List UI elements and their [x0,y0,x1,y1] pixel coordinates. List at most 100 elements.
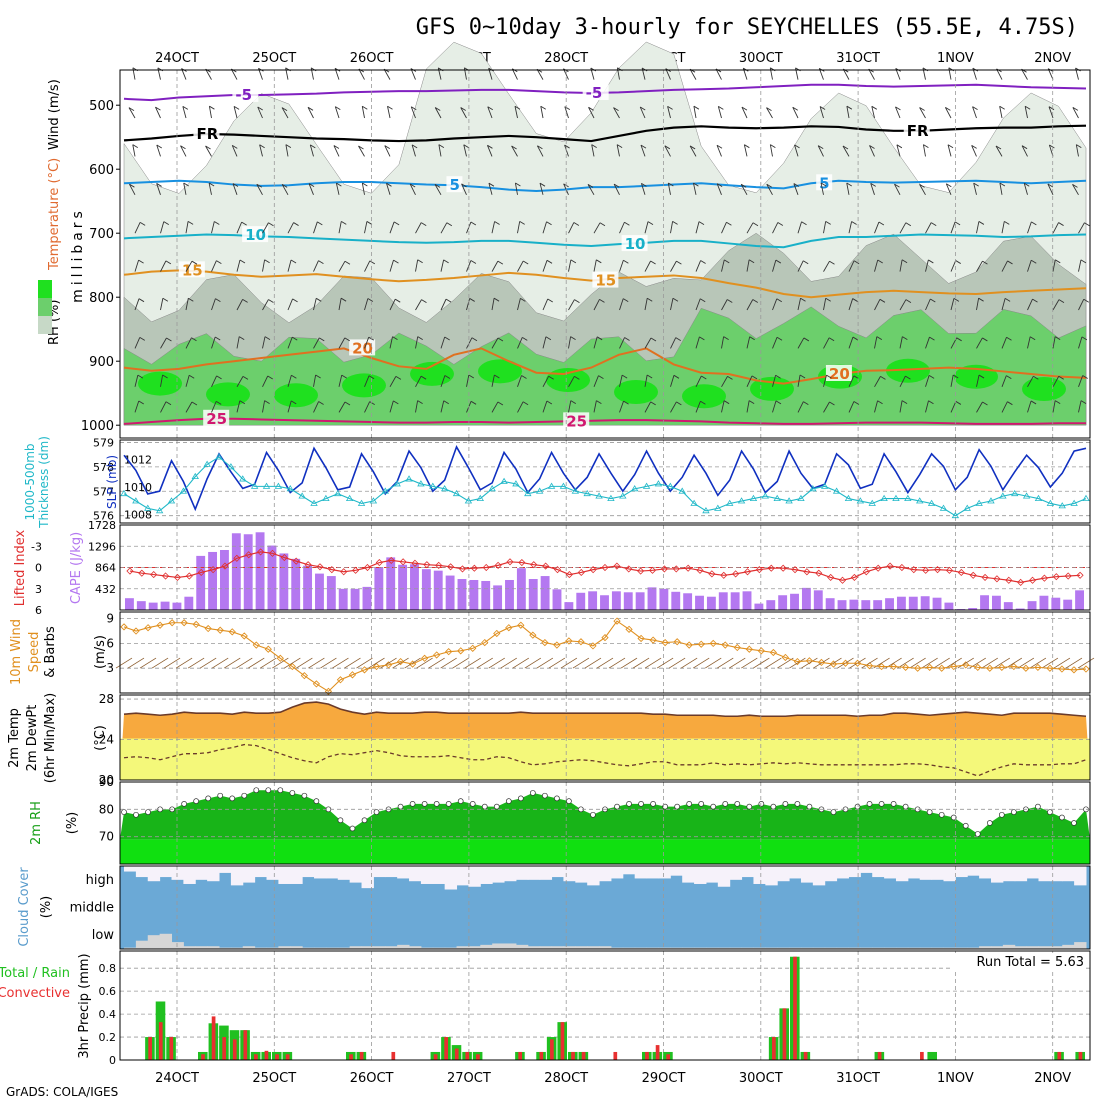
rh-point [421,801,428,807]
wind-barb-flag [470,221,477,226]
rh-point [205,795,212,802]
wind-barb-flag [162,374,168,379]
wind-barb [869,145,875,157]
wind-barb-flag [393,221,400,226]
wind-barb [769,144,773,157]
wind-barb-10m [1077,657,1095,669]
wind-barb [899,400,903,413]
ytick-wind: 6 [106,636,114,650]
wind-barb-flag [799,374,806,379]
wind-barb-flag [368,375,375,380]
dewpt-area [120,738,1090,780]
wind-barb-flag [800,297,806,302]
cloud-high-clear [325,866,339,879]
cape-bar [220,549,229,610]
ylabel-millibars: millibars [70,207,86,303]
wind-barb-flag [956,337,962,342]
panel-frame-temp2m [119,694,1091,781]
rh-point [806,803,813,810]
cloud-low-bar [480,944,493,949]
cloud-high-clear [527,866,541,880]
wind-barb [1001,298,1006,311]
wind-barb [334,106,340,119]
contour-label-bg [621,235,648,252]
cloud-low-bar [302,947,315,949]
wind-barb-flag [214,336,221,341]
rh-point [529,790,536,796]
cape-bar [481,580,491,610]
ytick-li: 6 [35,604,42,617]
wind-barb [613,183,620,196]
wind-barb [1027,400,1032,413]
wind-barb [925,259,929,272]
wind-barb-flag [522,337,528,341]
wind-barb-flag [905,222,912,227]
wind-barb [823,260,830,272]
precip-yunits: 3hr Precip (mm) [77,953,92,1058]
cape-bar [813,590,823,610]
rh-max-cell [614,380,658,405]
wind-barb-flag [672,220,678,225]
wind-barb-flag [803,337,810,342]
precip-convective-bar [232,1039,237,1060]
li-point [1005,576,1013,584]
wind-barb [743,144,748,157]
wind-barb [338,401,346,413]
precip-convective-bar [1078,1051,1083,1060]
contour-label-25: 25 [566,412,587,430]
cape-bar [160,601,170,610]
li-point [743,568,752,576]
wind-barb [364,337,370,349]
contour-label--5: -5 [586,84,603,102]
cape-bar [1051,597,1061,610]
cape-bar [730,592,740,610]
wind-barb [593,375,599,387]
wind-barb-flag [393,259,399,264]
wind-barb-10m [500,657,518,669]
wind-barb [180,145,187,157]
wind-barb [746,400,750,413]
day-label-top: 28OCT [544,51,588,66]
ytick-rh: 70 [99,830,114,844]
wind-barb-flag [878,221,885,226]
wind-barb [670,401,677,413]
ylabel-convective: Convective [0,986,70,1001]
rh-point [241,792,248,799]
wind-barb-flag [820,182,827,187]
cloud-low-bar [646,947,659,949]
thickness-point [334,489,342,497]
wind-barb-flag [494,374,500,379]
wind-barb [389,376,397,388]
day-label-top: 30OCT [739,51,783,66]
day-label-top: 24OCT [155,51,199,66]
cloud-high-clear [1014,866,1028,882]
wind-barb [823,375,827,387]
wind-barb-flag [598,375,604,380]
wind-barb-flag [1024,105,1031,110]
wind-barb-10m [356,657,373,669]
cloud-low-bar [777,947,790,949]
precip-convective-bar [264,1050,269,1060]
cape-bar [184,596,194,610]
wind-barb-flag [825,221,831,225]
wind-barb [944,107,952,119]
wind-barb [514,106,518,119]
wind-barb [721,336,725,349]
wind-barb [440,298,447,311]
li-point [755,566,763,574]
wind-barb-flag [1048,106,1055,111]
cloud-low-bar [397,944,410,949]
wind-barb [721,222,727,234]
cape-bar [291,558,301,610]
wind-barb [536,145,544,157]
wind-barb-flag [853,401,860,405]
cloud-high-clear [361,866,374,889]
wind-barb [361,182,365,195]
wind-barb-flag [1029,336,1036,341]
thickness-point [191,472,199,480]
wind-barb [971,145,977,157]
wind-barb [236,376,244,388]
cloud-high-clear [919,866,933,880]
ytick-thickness: 577 [93,485,114,498]
wind-barb-flag [344,401,351,406]
